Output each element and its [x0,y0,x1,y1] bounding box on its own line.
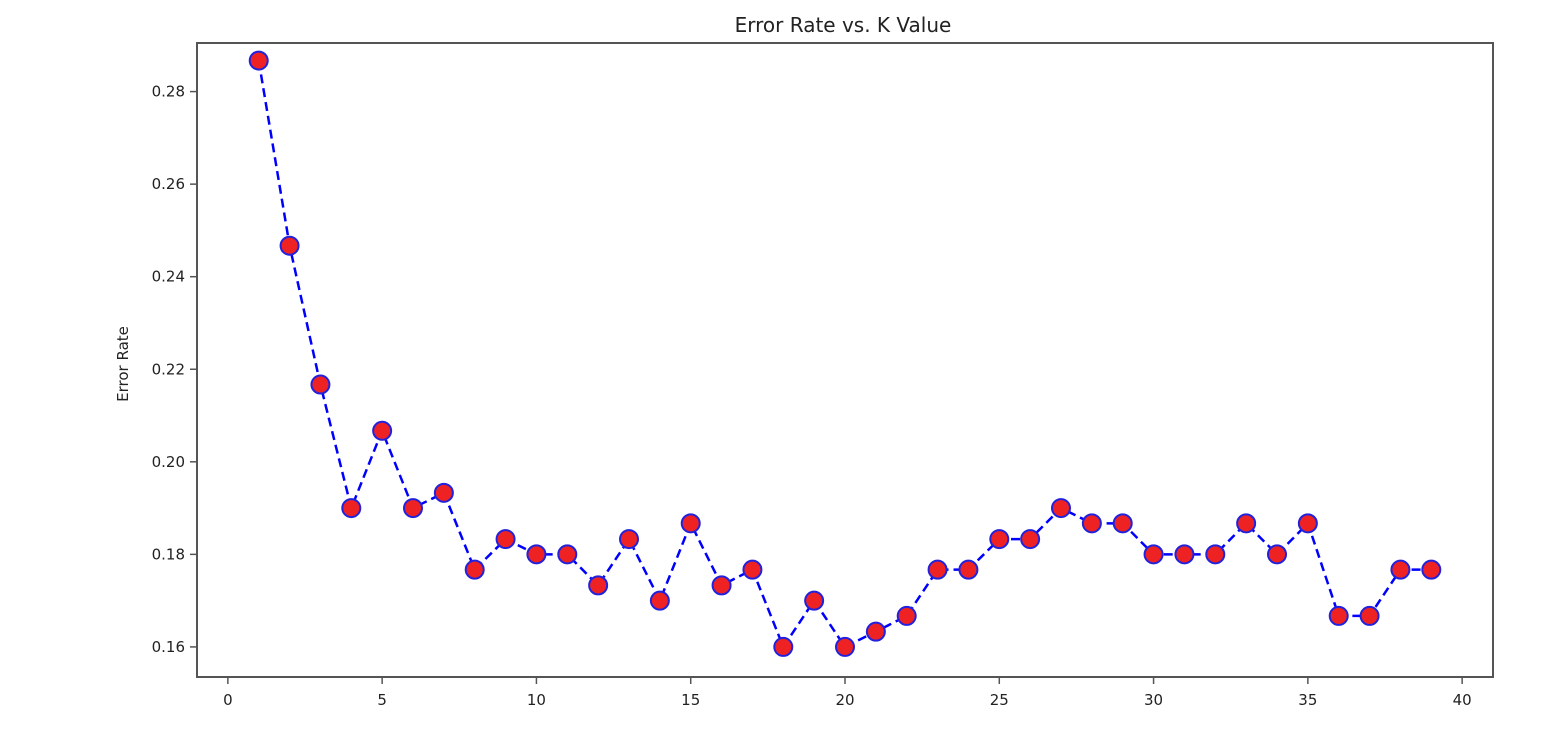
plot-area-frame [196,42,1494,678]
y-tick-label: 0.16 [152,638,185,656]
x-tick-label: 30 [1144,691,1163,709]
data-point [1143,544,1164,565]
y-tick-label: 0.20 [152,453,185,471]
data-point [680,513,701,534]
data-point [958,559,979,580]
data-point [927,559,948,580]
data-point [433,482,454,503]
data-point [1421,559,1442,580]
data-point [403,498,423,519]
y-tick-label: 0.24 [152,268,185,286]
x-tick-label: 35 [1298,691,1317,709]
data-point [341,498,362,519]
data-point [1267,544,1287,565]
y-tick-label: 0.22 [152,360,185,378]
data-point [1174,544,1195,565]
y-tick-label: 0.18 [152,545,185,563]
data-point [896,605,917,626]
data-point [619,529,639,550]
data-point [1112,513,1133,534]
data-point [588,575,609,596]
data-point [773,636,794,657]
x-tick-label: 5 [377,691,387,709]
data-point [711,575,732,596]
data-point [372,420,393,441]
data-point [1297,513,1318,534]
series-markers [248,50,1442,657]
data-point [804,590,825,611]
data-point [495,529,516,550]
data-point [557,544,578,565]
data-point [1236,513,1257,534]
x-tick-label: 40 [1453,691,1472,709]
data-point [1205,544,1226,565]
data-point [989,529,1010,550]
x-tick-label: 20 [835,691,854,709]
data-point [310,374,331,395]
y-tick-label: 0.26 [152,175,185,193]
data-point [835,636,855,657]
data-point [464,559,485,580]
series-line [257,60,1432,650]
data-point [1328,605,1349,626]
data-point [1081,513,1102,534]
chart-title: Error Rate vs. K Value [735,13,952,37]
x-tick-label: 10 [527,691,546,709]
data-point [526,544,547,565]
x-tick-label: 25 [990,691,1009,709]
data-point [1359,605,1380,626]
x-tick-label: 15 [681,691,700,709]
data-point [248,50,269,71]
data-point [1020,529,1041,550]
data-point [865,621,886,642]
data-point [1051,498,1071,519]
y-axis: 0.16 0.18 0.20 0.22 0.24 0.26 0.28 [152,83,197,656]
x-tick-label: 0 [223,691,233,709]
data-point [742,559,763,580]
data-point [649,590,670,611]
y-tick-label: 0.28 [152,83,185,101]
data-point [279,235,300,256]
x-axis: 0 5 10 15 20 25 30 35 40 [223,677,1472,709]
y-axis-label: Error Rate [114,326,132,402]
data-point [1390,559,1411,580]
